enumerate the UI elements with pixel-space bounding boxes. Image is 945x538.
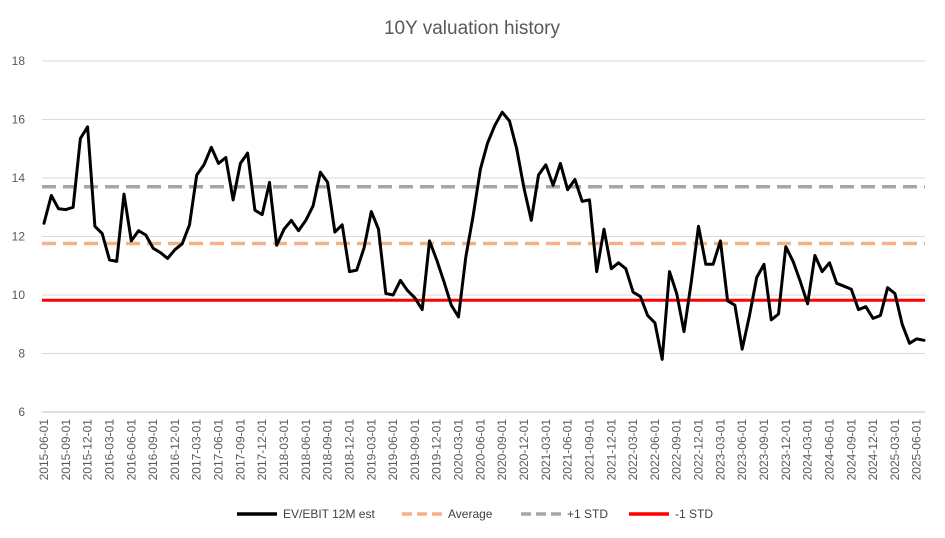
x-tick-label: 2022-06-01 xyxy=(648,419,662,481)
x-tick-label: 2017-09-01 xyxy=(233,419,247,481)
x-tick-label: 2020-03-01 xyxy=(452,419,466,481)
x-tick-label: 2022-03-01 xyxy=(626,419,640,481)
x-tick-label: 2022-12-01 xyxy=(692,419,706,481)
x-tick-label: 2016-03-01 xyxy=(102,419,116,481)
x-tick-label: 2024-06-01 xyxy=(822,419,836,481)
x-tick-label: 2021-03-01 xyxy=(539,419,553,481)
x-tick-label: 2016-06-01 xyxy=(124,419,138,481)
x-tick-label: 2019-06-01 xyxy=(386,419,400,481)
x-tick-label: 2015-06-01 xyxy=(37,419,51,481)
x-tick-label: 2017-06-01 xyxy=(212,419,226,481)
x-tick-label: 2021-06-01 xyxy=(561,419,575,481)
gridlines xyxy=(42,60,925,413)
legend-label: Average xyxy=(448,507,493,521)
x-tick-label: 2020-12-01 xyxy=(517,419,531,481)
x-tick-label: 2020-09-01 xyxy=(495,419,509,481)
x-tick-label: 2019-12-01 xyxy=(430,419,444,481)
y-tick-label: 6 xyxy=(18,405,25,419)
x-tick-label: 2021-12-01 xyxy=(604,419,618,481)
x-tick-label: 2016-09-01 xyxy=(146,419,160,481)
x-tick-label: 2018-12-01 xyxy=(342,419,356,481)
x-tick-label: 2021-09-01 xyxy=(582,419,596,481)
x-tick-label: 2023-09-01 xyxy=(757,419,771,481)
x-tick-label: 2023-06-01 xyxy=(735,419,749,481)
y-tick-label: 14 xyxy=(12,171,26,185)
series-lines xyxy=(42,110,926,361)
y-tick-label: 18 xyxy=(12,54,26,68)
x-tick-label: 2024-03-01 xyxy=(801,419,815,481)
x-tick-label: 2023-03-01 xyxy=(713,419,727,481)
x-axis-ticks: 2015-06-01 2015-09-01 2015-12-01 2016-03-01… xyxy=(37,419,924,481)
x-tick-label: 2024-09-01 xyxy=(844,419,858,481)
legend-label: +1 STD xyxy=(567,507,608,521)
x-tick-label: 2019-09-01 xyxy=(408,419,422,481)
x-tick-label: 2019-03-01 xyxy=(364,419,378,481)
y-tick-label: 10 xyxy=(12,288,26,302)
x-tick-label: 2022-09-01 xyxy=(670,419,684,481)
y-tick-label: 12 xyxy=(12,230,26,244)
x-tick-label: 2017-03-01 xyxy=(190,419,204,481)
chart-title: 10Y valuation history xyxy=(384,18,561,39)
x-tick-label: 2018-09-01 xyxy=(321,419,335,481)
x-tick-label: 2018-03-01 xyxy=(277,419,291,481)
y-axis-ticks: 6 8 10 12 14 16 18 xyxy=(12,54,26,419)
y-tick-label: 16 xyxy=(12,113,26,127)
y-tick-label: 8 xyxy=(18,347,25,361)
x-tick-label: 2025-06-01 xyxy=(910,419,924,481)
legend-label: EV/EBIT 12M est xyxy=(283,507,375,521)
x-tick-label: 2016-12-01 xyxy=(168,419,182,481)
x-tick-label: 2015-09-01 xyxy=(59,419,73,481)
x-tick-label: 2023-12-01 xyxy=(779,419,793,481)
x-tick-label: 2015-12-01 xyxy=(81,419,95,481)
legend-label: -1 STD xyxy=(675,507,713,521)
series-line-ev-ebit-12m-est xyxy=(42,110,926,361)
x-tick-label: 2020-06-01 xyxy=(473,419,487,481)
x-tick-label: 2018-06-01 xyxy=(299,419,313,481)
legend: EV/EBIT 12M est Average +1 STD -1 STD xyxy=(237,507,713,521)
x-tick-label: 2025-03-01 xyxy=(888,419,902,481)
x-tick-label: 2024-12-01 xyxy=(866,419,880,481)
x-tick-label: 2017-12-01 xyxy=(255,419,269,481)
